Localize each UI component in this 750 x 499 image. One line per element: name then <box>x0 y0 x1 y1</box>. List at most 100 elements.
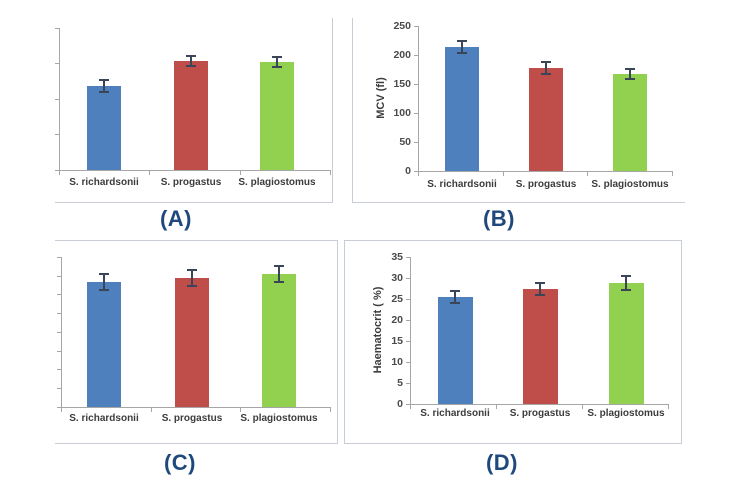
x-axis <box>61 407 330 408</box>
x-tick <box>672 171 673 176</box>
y-axis <box>61 257 62 408</box>
y-tick <box>57 294 61 295</box>
error-bar-cap-top <box>535 282 545 284</box>
error-bar-cap-top <box>625 68 635 70</box>
error-bar-stem <box>191 270 193 286</box>
bar-s-progastus <box>529 68 563 171</box>
y-tick-label: 100 <box>393 107 411 119</box>
y-tick-label: 35 <box>391 251 403 263</box>
bar-s-plagiostomus <box>260 62 294 170</box>
error-bar-cap-top <box>541 61 551 63</box>
bar-s-richardsonii <box>87 282 121 407</box>
x-tick <box>496 404 497 409</box>
y-tick <box>414 142 418 143</box>
y-tick-label: 0 <box>405 165 411 177</box>
error-bar-cap-bottom <box>272 66 282 68</box>
x-tick <box>149 170 150 175</box>
bar-s-plagiostomus <box>609 283 644 404</box>
bar-s-progastus <box>174 61 208 170</box>
y-axis <box>59 28 60 171</box>
x-tick <box>668 404 669 409</box>
y-tick <box>57 407 61 408</box>
x-tick <box>503 171 504 176</box>
x-tick <box>151 407 152 412</box>
bar-s-progastus <box>523 289 558 404</box>
y-tick <box>406 278 410 279</box>
panel-B-box <box>352 18 685 203</box>
category-label-s-richardsonii: S. richardsonii <box>420 408 490 419</box>
y-tick-label: 250 <box>393 20 411 32</box>
x-tick <box>61 407 62 412</box>
error-bar-stem <box>276 57 278 67</box>
error-bar-cap-bottom <box>625 78 635 80</box>
y-axis <box>410 257 411 405</box>
error-bar-cap-top <box>450 290 460 292</box>
error-bar-cap-top <box>272 56 282 58</box>
panel-D-box <box>344 240 682 444</box>
category-label-s-progastus: S. progastus <box>161 413 223 424</box>
error-bar-stem <box>190 56 192 66</box>
x-tick <box>418 171 419 176</box>
y-tick-label: 50 <box>399 136 411 148</box>
error-bar-stem <box>545 62 547 74</box>
bar-s-richardsonii <box>87 86 121 170</box>
error-bar-cap-top <box>186 55 196 57</box>
error-bar-stem <box>629 69 631 79</box>
x-tick <box>582 404 583 409</box>
y-tick <box>55 134 59 135</box>
bar-s-plagiostomus <box>613 74 647 171</box>
bar-s-richardsonii <box>438 297 473 404</box>
panel-letter-a: (A) <box>159 206 193 231</box>
category-label-s-plagiostomus: S. plagiostomus <box>591 179 669 190</box>
category-label-s-progastus: S. progastus <box>509 408 571 419</box>
y-tick <box>406 404 410 405</box>
error-bar-cap-bottom <box>186 65 196 67</box>
y-tick <box>414 26 418 27</box>
error-bar-cap-bottom <box>621 289 631 291</box>
error-bar-stem <box>454 291 456 303</box>
panel-letter-c: (C) <box>163 450 197 475</box>
error-bar-stem <box>625 276 627 290</box>
y-tick <box>406 362 410 363</box>
error-bar-cap-bottom <box>187 285 197 287</box>
y-tick <box>57 276 61 277</box>
x-axis <box>59 170 330 171</box>
y-tick-label: 10 <box>391 356 403 368</box>
error-bar-stem <box>103 80 105 92</box>
y-tick <box>414 55 418 56</box>
y-axis-title-d: Haematocrit ( %) <box>372 286 384 374</box>
y-tick-label: 5 <box>397 377 403 389</box>
bar-s-progastus <box>175 278 209 407</box>
panel-letter-d: (D) <box>485 450 519 475</box>
error-bar-cap-top <box>274 265 284 267</box>
x-tick <box>587 171 588 176</box>
error-bar-cap-bottom <box>450 302 460 304</box>
y-tick <box>414 171 418 172</box>
bar-s-plagiostomus <box>262 274 296 407</box>
y-tick-label: 0 <box>397 398 403 410</box>
y-tick <box>406 257 410 258</box>
y-tick-label: 25 <box>391 293 403 305</box>
y-tick-label: 150 <box>393 78 411 90</box>
category-label-s-richardsonii: S. richardsonii <box>427 179 497 190</box>
y-tick <box>57 332 61 333</box>
y-tick <box>406 383 410 384</box>
category-label-s-plagiostomus: S. plagiostomus <box>238 177 316 188</box>
error-bar-stem <box>539 283 541 295</box>
error-bar-cap-bottom <box>541 73 551 75</box>
y-axis-title-b: MCV (fl) <box>375 77 387 119</box>
error-bar-cap-bottom <box>274 281 284 283</box>
y-axis <box>418 26 419 172</box>
y-tick <box>57 369 61 370</box>
x-tick <box>410 404 411 409</box>
category-label-s-progastus: S. progastus <box>515 179 577 190</box>
error-bar-stem <box>461 41 463 53</box>
y-tick <box>57 313 61 314</box>
category-label-s-plagiostomus: S. plagiostomus <box>587 408 665 419</box>
error-bar-cap-top <box>99 79 109 81</box>
error-bar-cap-bottom <box>535 294 545 296</box>
x-tick <box>330 407 331 412</box>
x-axis <box>418 171 672 172</box>
error-bar-cap-top <box>99 273 109 275</box>
x-axis <box>410 404 668 405</box>
